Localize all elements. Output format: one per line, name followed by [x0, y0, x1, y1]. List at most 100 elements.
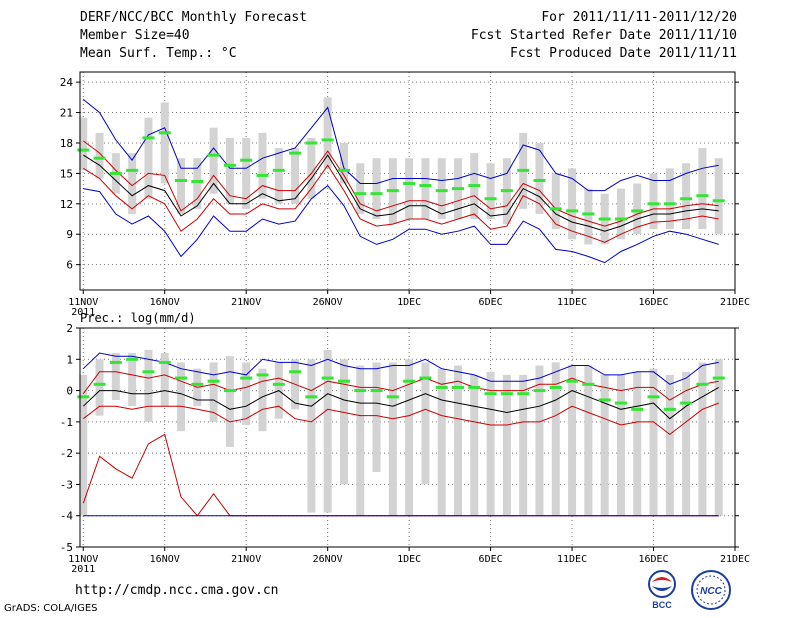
temp-median-mark — [614, 217, 627, 221]
bcc-logo-text: BCC — [652, 600, 672, 610]
prec-ytick-label: 0 — [66, 385, 73, 398]
temp-ytick-label: 9 — [66, 228, 73, 241]
temp-median-mark — [142, 136, 155, 140]
temp-median-mark — [647, 202, 660, 206]
temp-xtick-label: 16NOV — [150, 297, 180, 308]
temp-line-ensemble-max — [82, 99, 719, 192]
prec-median-mark — [77, 395, 90, 399]
temp-ytick-label: 6 — [66, 259, 73, 272]
prec-box — [649, 368, 658, 516]
prec-median-mark — [517, 392, 530, 396]
temp-xtick-label: 6DEC — [479, 297, 503, 308]
prec-median-mark — [680, 401, 693, 405]
temp-box — [242, 137, 251, 209]
temp-box — [486, 163, 495, 220]
prec-xtick-label: 16DEC — [638, 554, 668, 565]
prec-box — [470, 374, 479, 516]
temp-box — [209, 127, 218, 194]
prec-ytick-label: -5 — [60, 541, 73, 554]
prec-median-mark — [109, 360, 122, 364]
temp-xtick-label: 16DEC — [638, 297, 668, 308]
prec-median-mark — [631, 407, 644, 411]
prec-median-mark — [582, 382, 595, 386]
prec-ytick-label: -4 — [60, 510, 74, 523]
temp-box — [568, 168, 577, 240]
prec-box — [682, 371, 691, 516]
prec-box — [160, 353, 169, 407]
prec-box — [616, 374, 625, 516]
temp-line-mean-1-sd — [83, 140, 719, 227]
temp-xtick-label: 11NOV — [68, 297, 98, 308]
temp-xtick-label: 21NOV — [231, 297, 261, 308]
member-size: Member Size=40 — [80, 28, 190, 43]
prec-median-mark — [566, 379, 579, 383]
temp-median-mark — [566, 209, 579, 213]
ncc-logo-text: NCC — [700, 586, 722, 597]
prec-box — [551, 362, 560, 516]
temp-xtick-label: 21DEC — [720, 297, 750, 308]
prec-median-mark — [142, 370, 155, 374]
prec-median-mark — [207, 379, 220, 383]
temp-median-mark — [452, 187, 465, 191]
prec-median-mark — [305, 395, 318, 399]
prec-box — [405, 359, 414, 516]
produced-date: Fcst Produced Date 2011/11/11 — [510, 46, 737, 61]
prec-box — [665, 374, 674, 516]
temp-median-mark — [663, 202, 676, 206]
prec-median-mark — [354, 389, 367, 393]
temp-box — [225, 137, 234, 204]
temp-box — [698, 148, 707, 230]
temp-median-mark — [289, 151, 302, 155]
temp-median-mark — [77, 148, 90, 152]
prec-xtick-label: 6DEC — [479, 554, 503, 565]
prec-ytick-label: -3 — [60, 478, 73, 491]
temp-box — [323, 97, 332, 169]
prec-box — [79, 374, 88, 516]
temp-box — [193, 158, 202, 209]
temp-box — [405, 158, 414, 220]
prec-median-mark — [321, 376, 334, 380]
source-url[interactable]: http://cmdp.ncc.cma.gov.cn — [75, 583, 279, 598]
temp-box — [144, 117, 153, 199]
temp-plot-frame — [79, 71, 736, 291]
temp-median-mark — [240, 158, 253, 162]
prec-median-mark — [435, 385, 448, 389]
temp-median-mark — [305, 141, 318, 145]
prec-box — [339, 359, 348, 485]
prec-box — [535, 365, 544, 516]
temp-median-mark — [321, 138, 334, 142]
temp-ytick-label: 21 — [60, 107, 73, 120]
prec-median-mark — [712, 376, 725, 380]
prec-median-mark — [647, 395, 660, 399]
temp-box — [95, 132, 104, 179]
variable-label: Mean Surf. Temp.: °C — [80, 46, 237, 61]
prec-box — [698, 362, 707, 516]
prec-box — [714, 359, 723, 516]
temp-median-mark — [631, 209, 644, 213]
prec-median-mark — [256, 373, 269, 377]
temp-line-ensemble-mean — [83, 154, 719, 232]
temp-median-mark — [337, 168, 350, 172]
temp-box — [633, 183, 642, 235]
temp-median-mark — [207, 153, 220, 157]
prec-xtick-label: 11DEC — [557, 554, 587, 565]
prec-ytick-label: -2 — [60, 447, 73, 460]
prec-median-mark — [484, 392, 497, 396]
prec-box — [372, 362, 381, 472]
prec-median-mark — [452, 385, 465, 389]
prec-median-mark — [549, 385, 562, 389]
prec-box — [177, 362, 186, 432]
temp-median-mark — [598, 217, 611, 221]
bcc-logo: BCC — [648, 570, 676, 610]
prec-xtick-label: 11NOV — [68, 554, 98, 565]
temp-median-mark — [484, 197, 497, 201]
prec-xtick-label: 26NOV — [313, 554, 343, 565]
prec-median-mark — [126, 357, 139, 361]
prec-box — [323, 349, 332, 513]
temp-year-label: 2011 — [71, 307, 95, 318]
prec-box — [502, 374, 511, 516]
temp-median-mark — [93, 156, 106, 160]
prec-box — [454, 365, 463, 516]
temp-box — [714, 158, 723, 235]
prec-median-mark — [598, 398, 611, 402]
